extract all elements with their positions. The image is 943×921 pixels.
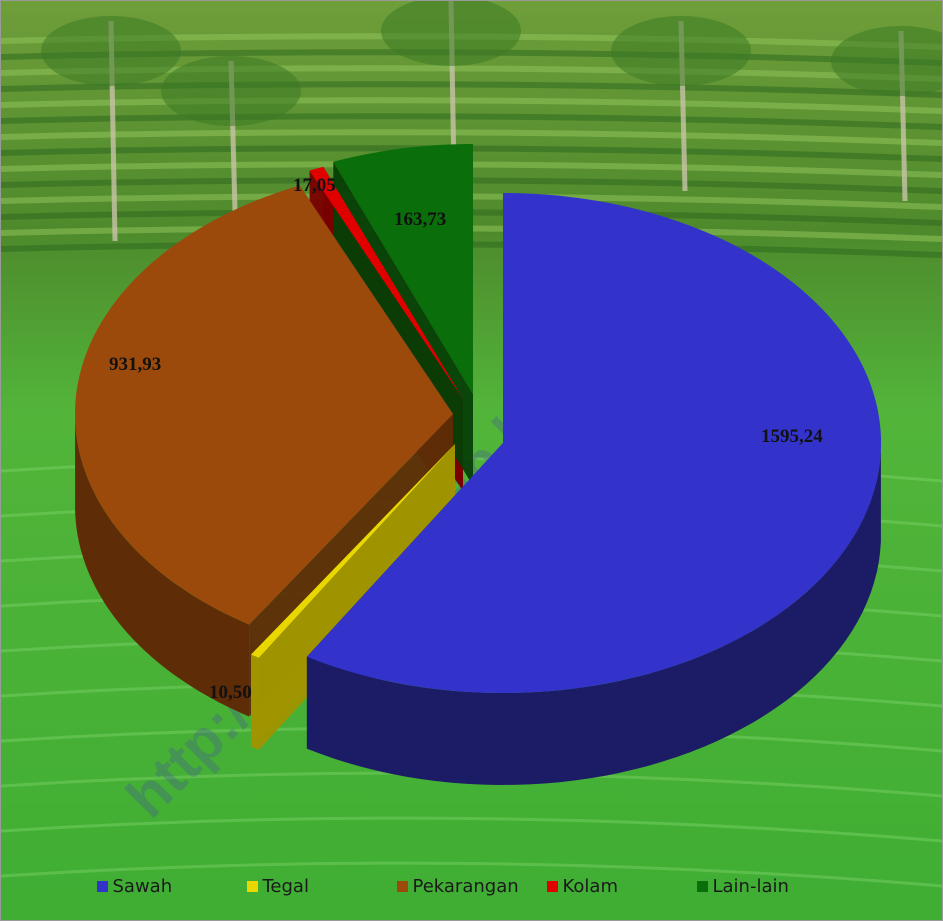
slice-side-sawah bbox=[306, 449, 881, 785]
legend-label: Pekarangan bbox=[412, 875, 519, 897]
legend-label: Kolam bbox=[562, 875, 619, 897]
legend-swatch-kolam bbox=[546, 880, 558, 892]
data-labels: 1595,24 10,50 931,93 17,05 163,73 bbox=[109, 175, 823, 703]
data-label-kolam: 17,05 bbox=[293, 175, 336, 196]
legend-label: Lain-lain bbox=[712, 875, 789, 897]
slice-side-pekarangan bbox=[75, 418, 250, 717]
data-label-lain-lain: 163,73 bbox=[394, 209, 446, 230]
data-label-pekarangan: 931,93 bbox=[109, 354, 161, 375]
legend-label: Sawah bbox=[112, 875, 173, 897]
slice-edge-tegal-1 bbox=[251, 444, 455, 747]
slice-kolam[interactable] bbox=[309, 166, 463, 399]
data-label-sawah: 1595,24 bbox=[761, 426, 823, 447]
data-label-tegal: 10,50 bbox=[209, 682, 252, 703]
slice-pekarangan[interactable] bbox=[74, 185, 454, 625]
legend-swatch-tegal bbox=[246, 880, 258, 892]
slice-lain-lain[interactable] bbox=[333, 144, 473, 394]
slice-sawah[interactable] bbox=[306, 192, 882, 693]
legend-swatch-sawah bbox=[96, 880, 108, 892]
chart-legend: Sawah Tegal Pekarangan Kolam Lain-lain bbox=[1, 873, 942, 899]
pie-chart bbox=[74, 144, 882, 785]
legend-item-tegal: Tegal bbox=[246, 873, 397, 899]
legend-swatch-pekarangan bbox=[396, 880, 408, 892]
legend-label: Tegal bbox=[262, 875, 309, 897]
slice-tegal[interactable] bbox=[251, 444, 455, 658]
legend-item-lain-lain: Lain-lain bbox=[696, 873, 847, 899]
legend-swatch-lain-lain bbox=[696, 880, 708, 892]
legend-item-sawah: Sawah bbox=[96, 873, 247, 899]
legend-item-kolam: Kolam bbox=[546, 873, 697, 899]
legend-item-pekarangan: Pekarangan bbox=[396, 873, 547, 899]
